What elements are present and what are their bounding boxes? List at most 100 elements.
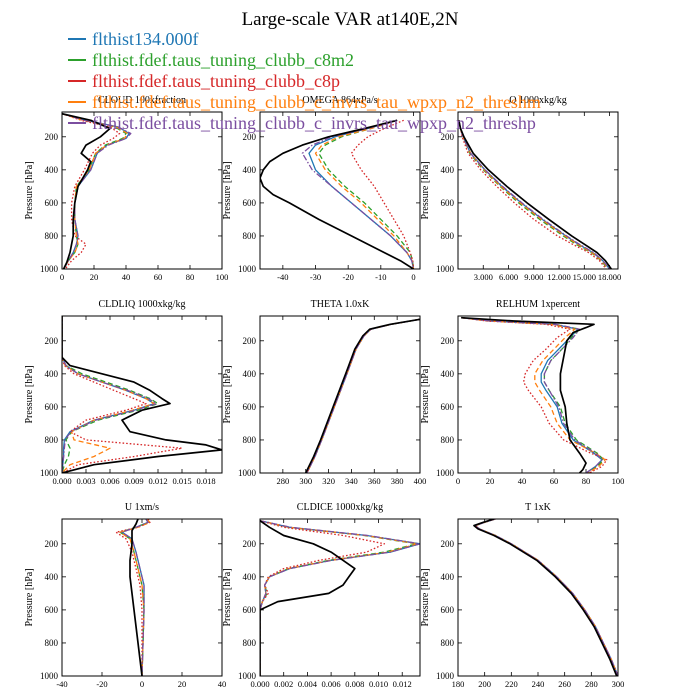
panel-title: RELHUM 1xpercent (496, 299, 580, 310)
x-tick-label: 400 (414, 476, 427, 486)
x-tick-label: 0.003 (76, 476, 95, 486)
plot-frame (457, 111, 619, 270)
y-tick-label: 200 (45, 336, 59, 346)
x-tick-label: 0.012 (148, 476, 167, 486)
plot-frame (61, 518, 223, 677)
series-line (306, 318, 420, 473)
series-line (62, 316, 183, 473)
series-line (260, 520, 386, 676)
panel-theta: THETA 1.0xK Pressure [hPa] 200 400 600 800 100… (222, 299, 426, 486)
series-line (62, 316, 158, 473)
x-tick-label: 0.000 (250, 679, 269, 689)
y-tick-label: 400 (243, 369, 257, 379)
x-tick-label: -20 (342, 272, 353, 282)
y-tick-label: 800 (243, 435, 257, 445)
series-group (458, 120, 612, 269)
y-tick-label: 400 (243, 572, 257, 582)
y-tick-label: 1000 (436, 468, 455, 478)
y-tick-label: 800 (441, 638, 455, 648)
x-tick-label: -20 (96, 679, 107, 689)
x-tick-label: 0.018 (196, 476, 215, 486)
y-tick-label: 400 (441, 572, 455, 582)
series-line (474, 519, 618, 676)
y-tick-label: 1000 (40, 671, 59, 681)
series-line (121, 519, 149, 676)
y-tick-label: 600 (441, 198, 455, 208)
y-axis-label: Pressure [hPa] (24, 365, 35, 423)
series-line (461, 317, 606, 473)
series-line (458, 120, 609, 269)
y-axis-label: Pressure [hPa] (222, 568, 233, 626)
series-line (314, 119, 415, 269)
y-tick-label: 800 (45, 638, 59, 648)
y-axis-label: Pressure [hPa] (420, 568, 431, 626)
y-axis-label: Pressure [hPa] (222, 161, 233, 219)
y-tick-label: 800 (45, 435, 59, 445)
y-tick-label: 800 (45, 231, 59, 241)
x-tick-label: 180 (452, 679, 465, 689)
y-tick-label: 400 (45, 165, 59, 175)
y-tick-label: 1000 (40, 468, 59, 478)
y-axis-label: Pressure [hPa] (420, 365, 431, 423)
series-line (260, 520, 418, 676)
series-line (260, 520, 419, 676)
x-tick-label: 240 (532, 679, 545, 689)
series-group (260, 520, 420, 676)
series-line (62, 113, 132, 269)
panel-omega: OMEGA 864xPa/s Pressure [hPa] 200 400 600 800… (222, 95, 421, 282)
x-tick-label: 0.000 (52, 476, 71, 486)
x-tick-label: 60 (550, 476, 559, 486)
series-line-obs (304, 318, 420, 473)
panel-title: CLOUD 100xfraction (98, 95, 186, 106)
x-tick-label: -40 (56, 679, 67, 689)
y-tick-label: 200 (441, 539, 455, 549)
x-tick-label: 20 (486, 476, 495, 486)
x-tick-label: 200 (478, 679, 491, 689)
y-tick-label: 800 (441, 435, 455, 445)
x-tick-label: 0 (456, 476, 460, 486)
x-tick-label: 0 (140, 679, 144, 689)
plot-frame (457, 315, 619, 474)
x-tick-label: 100 (612, 476, 625, 486)
x-tick-label: 300 (299, 476, 312, 486)
x-tick-label: 6.000 (499, 272, 518, 282)
series-line (62, 113, 121, 269)
series-line-obs (62, 112, 111, 269)
series-line (306, 318, 420, 473)
y-tick-label: 1000 (238, 468, 257, 478)
x-tick-label: -10 (375, 272, 386, 282)
series-line-obs (473, 519, 618, 676)
y-tick-label: 600 (243, 198, 257, 208)
x-tick-label: 80 (186, 272, 195, 282)
x-tick-label: 280 (276, 476, 289, 486)
x-tick-label: 9.000 (524, 272, 543, 282)
x-tick-label: 40 (518, 476, 527, 486)
x-tick-label: 0.006 (322, 679, 341, 689)
plot-frame (61, 111, 223, 270)
x-tick-label: 20 (178, 679, 187, 689)
y-tick-label: 400 (441, 165, 455, 175)
x-tick-label: 15.000 (573, 272, 596, 282)
x-tick-label: -40 (277, 272, 288, 282)
y-tick-label: 800 (441, 231, 455, 241)
y-tick-label: 200 (45, 539, 59, 549)
series-line (306, 318, 420, 473)
series-line (474, 519, 618, 676)
x-tick-label: -30 (310, 272, 321, 282)
x-tick-label: 0.010 (369, 679, 388, 689)
x-tick-label: 80 (582, 476, 591, 486)
series-line (119, 519, 151, 676)
panel-title: T 1xK (525, 502, 551, 513)
series-line (461, 317, 603, 473)
y-tick-label: 200 (243, 336, 257, 346)
series-group (473, 519, 618, 676)
y-tick-label: 400 (243, 165, 257, 175)
legend-label: flthist.fdef.taus_tuning_clubb_c8m2 (92, 50, 354, 70)
y-tick-label: 600 (243, 605, 257, 615)
series-line-obs (129, 519, 143, 676)
y-tick-label: 400 (45, 572, 59, 582)
series-group (461, 316, 608, 473)
